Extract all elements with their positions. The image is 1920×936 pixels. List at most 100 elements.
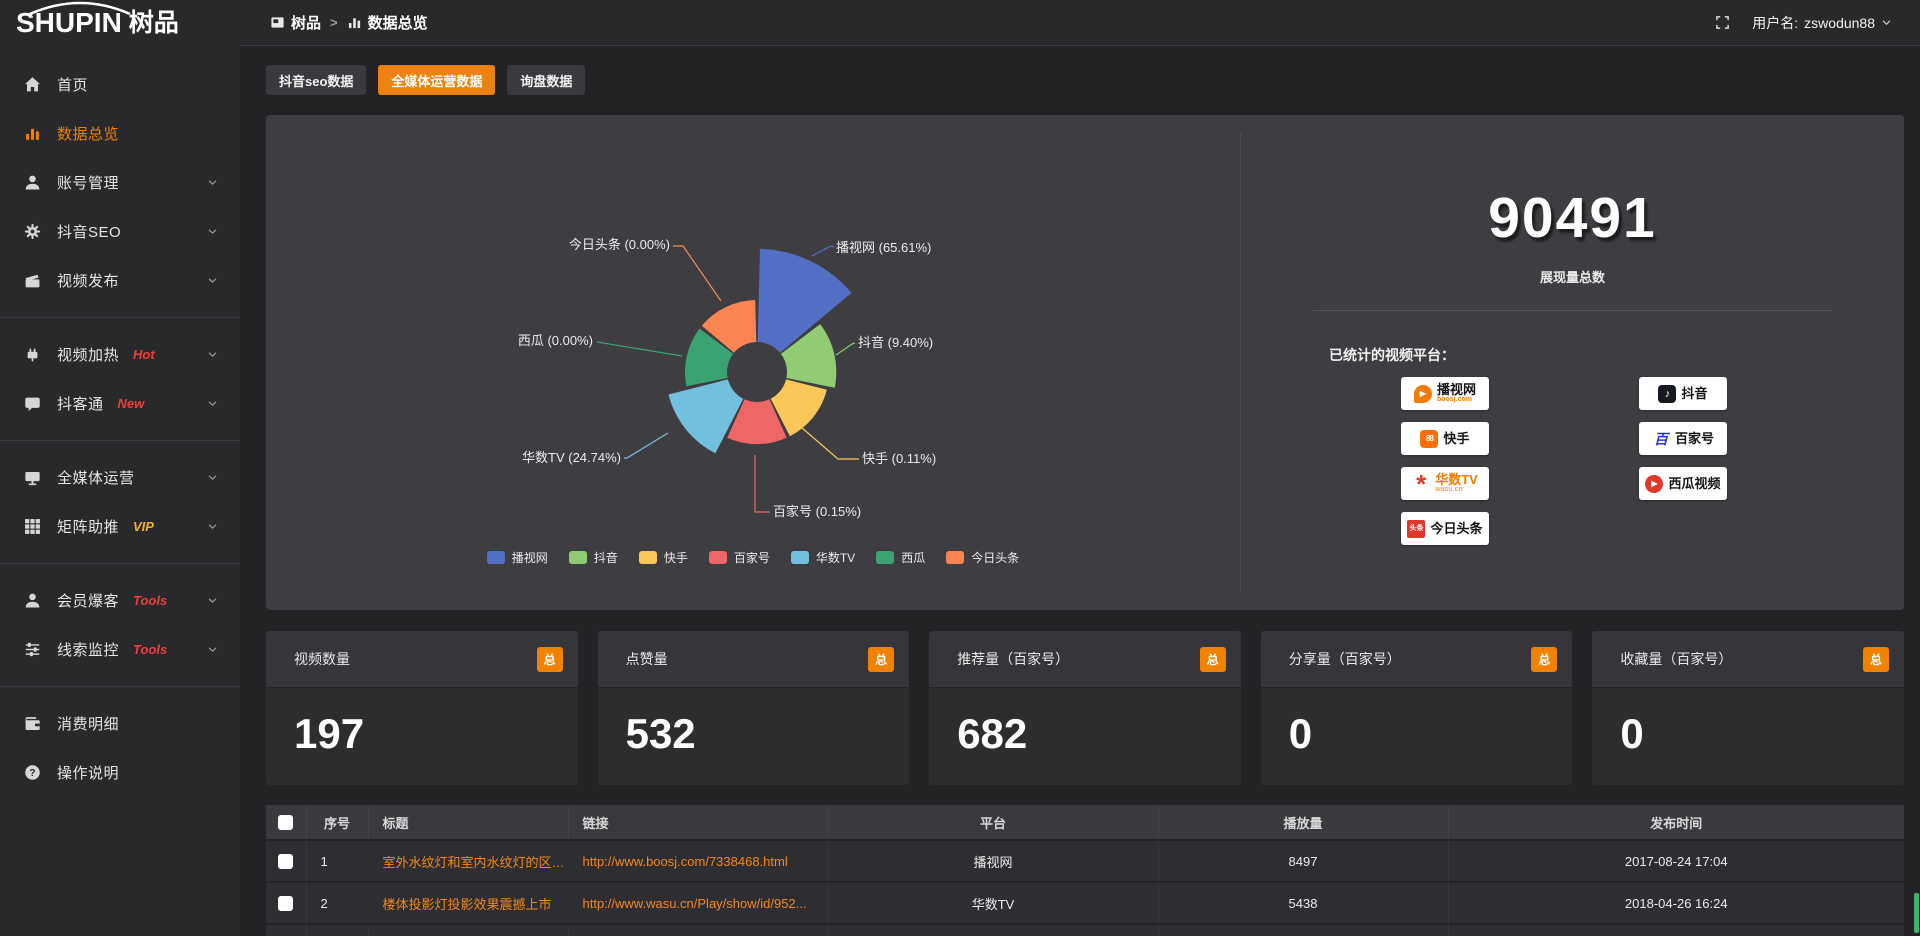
- sidebar: SHUPIN 树品 首页数据总览账号管理抖音SEO 视频发布视频加热 Hot 抖客通 N…: [0, 0, 240, 936]
- sidebar-item-label: 全媒体运营: [57, 470, 135, 487]
- pie-label-line-0: [811, 245, 835, 257]
- cell-url-link[interactable]: http://www.wasu.cn/Play/show/id/952...: [568, 882, 829, 925]
- sidebar-item-2[interactable]: 账号管理: [0, 158, 240, 207]
- gear-icon: [24, 223, 41, 240]
- chevron-down-icon: [207, 349, 218, 360]
- tab-0[interactable]: 抖音seo数据: [266, 65, 367, 95]
- pie-slice-2[interactable]: [770, 379, 827, 437]
- sidebar-item-6[interactable]: 抖客通 New: [0, 379, 240, 428]
- home-icon: [25, 77, 40, 92]
- stat-card-value: 532: [625, 710, 696, 757]
- sidebar-item-0[interactable]: 首页: [0, 60, 240, 109]
- cell-url-link[interactable]: http://www.boosj.com/7338468.html: [568, 840, 829, 883]
- cell-title-link[interactable]: 楼体投影灯投影效果震撼上市: [368, 882, 569, 925]
- sidebar-item-label: 账号管理: [57, 175, 120, 192]
- legend-item-4[interactable]: 华数TV: [790, 549, 855, 566]
- cell-plays: 8497: [1158, 840, 1449, 883]
- sidebar-item-11[interactable]: 消费明细: [0, 699, 240, 748]
- legend-item-3[interactable]: 百家号: [708, 549, 770, 566]
- cell-platform: 华数TV: [828, 882, 1159, 925]
- fullscreen-button[interactable]: [1715, 15, 1730, 30]
- pie-label-line-1: [835, 342, 856, 356]
- bar-chart-icon: [348, 18, 360, 29]
- pie-slice-1[interactable]: [780, 324, 837, 388]
- legend-label: 快手: [663, 551, 688, 565]
- legend-swatch: [568, 551, 587, 564]
- stat-card-4: 收藏量（百家号） 总 0: [1592, 631, 1904, 785]
- scrollbar-thumb[interactable]: [1914, 893, 1919, 933]
- pie-slice-3[interactable]: [727, 399, 787, 445]
- sidebar-item-label: 数据总览: [57, 126, 120, 143]
- sidebar-item-badge: Tools: [133, 593, 168, 608]
- stat-card-total-badge[interactable]: 总: [868, 646, 895, 672]
- sidebar-item-label: 操作说明: [57, 765, 120, 782]
- platforms-title: 已统计的视频平台：: [1329, 347, 1455, 363]
- sidebar-item-4[interactable]: 视频发布: [0, 256, 240, 305]
- sliders-icon: [25, 642, 40, 657]
- pie-slice-0[interactable]: [757, 248, 852, 353]
- stat-cards-row: 视频数量总 197 点赞量总 532 推荐量（百家号）总 682 分享量（百家号）总 0 收藏量…: [266, 631, 1904, 785]
- chevron-down-icon: [207, 275, 218, 286]
- pie-label-6: 今日头条 (0.00%): [569, 237, 670, 252]
- fullscreen-icon: [1716, 16, 1730, 29]
- platform-column-0: ▶ 播视网 boosj.com 88 快手 * 华数TV wasu.cn 头条 今日头条: [1401, 377, 1489, 545]
- total-impressions-value: 90491: [1488, 186, 1657, 250]
- sidebar-item-9[interactable]: 会员爆客 Tools: [0, 576, 240, 625]
- user-menu[interactable]: 用户名: zswodun88: [1752, 13, 1892, 33]
- sidebar-item-label: 矩阵助推: [57, 519, 120, 536]
- topbar: 树品 > 数据总览 用户名: zswodun88: [240, 0, 1920, 46]
- sidebar-item-12[interactable]: ? 操作说明: [0, 748, 240, 797]
- legend-item-0[interactable]: 播视网: [486, 549, 548, 566]
- pie-label-line-4: [624, 432, 669, 459]
- platform-badge-抖音: ♪ 抖音: [1639, 377, 1727, 410]
- stat-card-title: 点赞量: [625, 651, 668, 667]
- pie-label-4: 华数TV (24.74%): [522, 450, 621, 465]
- legend-item-2[interactable]: 快手: [638, 549, 688, 566]
- sidebar-item-1[interactable]: 数据总览: [0, 109, 240, 158]
- legend-item-6[interactable]: 今日头条: [946, 549, 1019, 566]
- app-logo[interactable]: SHUPIN 树品: [0, 0, 240, 46]
- row-checkbox[interactable]: [278, 895, 294, 911]
- sidebar-item-10[interactable]: 线索监控 Tools: [0, 625, 240, 674]
- sidebar-item-badge: Hot: [133, 347, 155, 362]
- legend-item-1[interactable]: 抖音: [568, 549, 618, 566]
- question-icon: ?: [25, 765, 40, 780]
- username-label: 用户名:: [1752, 14, 1799, 31]
- tab-2[interactable]: 询盘数据: [507, 65, 586, 95]
- breadcrumb-root[interactable]: 树品: [270, 12, 321, 33]
- stat-card-total-badge[interactable]: 总: [1199, 646, 1226, 672]
- stat-card-total-badge[interactable]: 总: [536, 646, 563, 672]
- cell-title-link[interactable]: 室外水纹灯和室内水纹灯的区别和简介: [368, 840, 569, 883]
- chevron-down-icon: [207, 226, 218, 237]
- legend-item-5[interactable]: 西瓜: [876, 549, 925, 566]
- platform-badges: ▶ 播视网 boosj.com 88 快手 * 华数TV wasu.cn 头条 今日头条 ♪ 抖音百百…: [1401, 377, 1727, 545]
- chevron-down-icon: [207, 472, 218, 483]
- chart-panel: 播视网 (65.61%) 抖音 (9.40%) 快手 (0.11%) 百家号 (0.1…: [266, 115, 1904, 610]
- sidebar-item-8[interactable]: 矩阵助推 VIP: [0, 502, 240, 551]
- stat-card-0: 视频数量 总 197: [266, 631, 578, 785]
- row-checkbox[interactable]: [278, 853, 294, 869]
- legend-swatch: [638, 551, 657, 564]
- sidebar-item-3[interactable]: 抖音SEO: [0, 207, 240, 256]
- sidebar-item-7[interactable]: 全媒体运营: [0, 453, 240, 502]
- platform-name: 百家号: [1674, 431, 1714, 446]
- pie-slice-4[interactable]: [668, 379, 744, 454]
- select-all-checkbox[interactable]: [278, 814, 294, 830]
- pie-label-5: 西瓜 (0.00%): [518, 333, 593, 348]
- platform-badge-西瓜视频: ▶ 西瓜视频: [1639, 467, 1727, 500]
- sidebar-item-5[interactable]: 视频加热 Hot: [0, 330, 240, 379]
- pie-slice-5[interactable]: [684, 328, 734, 387]
- tab-1[interactable]: 全媒体运营数据: [378, 65, 496, 95]
- sidebar-item-label: 抖客通: [57, 396, 104, 413]
- breadcrumb-current[interactable]: 数据总览: [347, 12, 428, 33]
- stat-card-total-badge[interactable]: 总: [1531, 646, 1558, 672]
- svg-text:?: ?: [29, 768, 35, 779]
- sidebar-item-label: 视频发布: [57, 273, 120, 290]
- sidebar-divider: [0, 563, 240, 564]
- stat-card-total-badge[interactable]: 总: [1862, 646, 1889, 672]
- pie-slice-6[interactable]: [701, 300, 757, 353]
- chevron-down-icon: [207, 595, 218, 606]
- rose-pie-chart: 播视网 (65.61%) 抖音 (9.40%) 快手 (0.11%) 百家号 (0.1…: [518, 237, 936, 519]
- main-content: 抖音seo数据 全媒体运营数据 询盘数据 播视网 (65.61%) 抖音 (9.40%…: [240, 46, 1920, 936]
